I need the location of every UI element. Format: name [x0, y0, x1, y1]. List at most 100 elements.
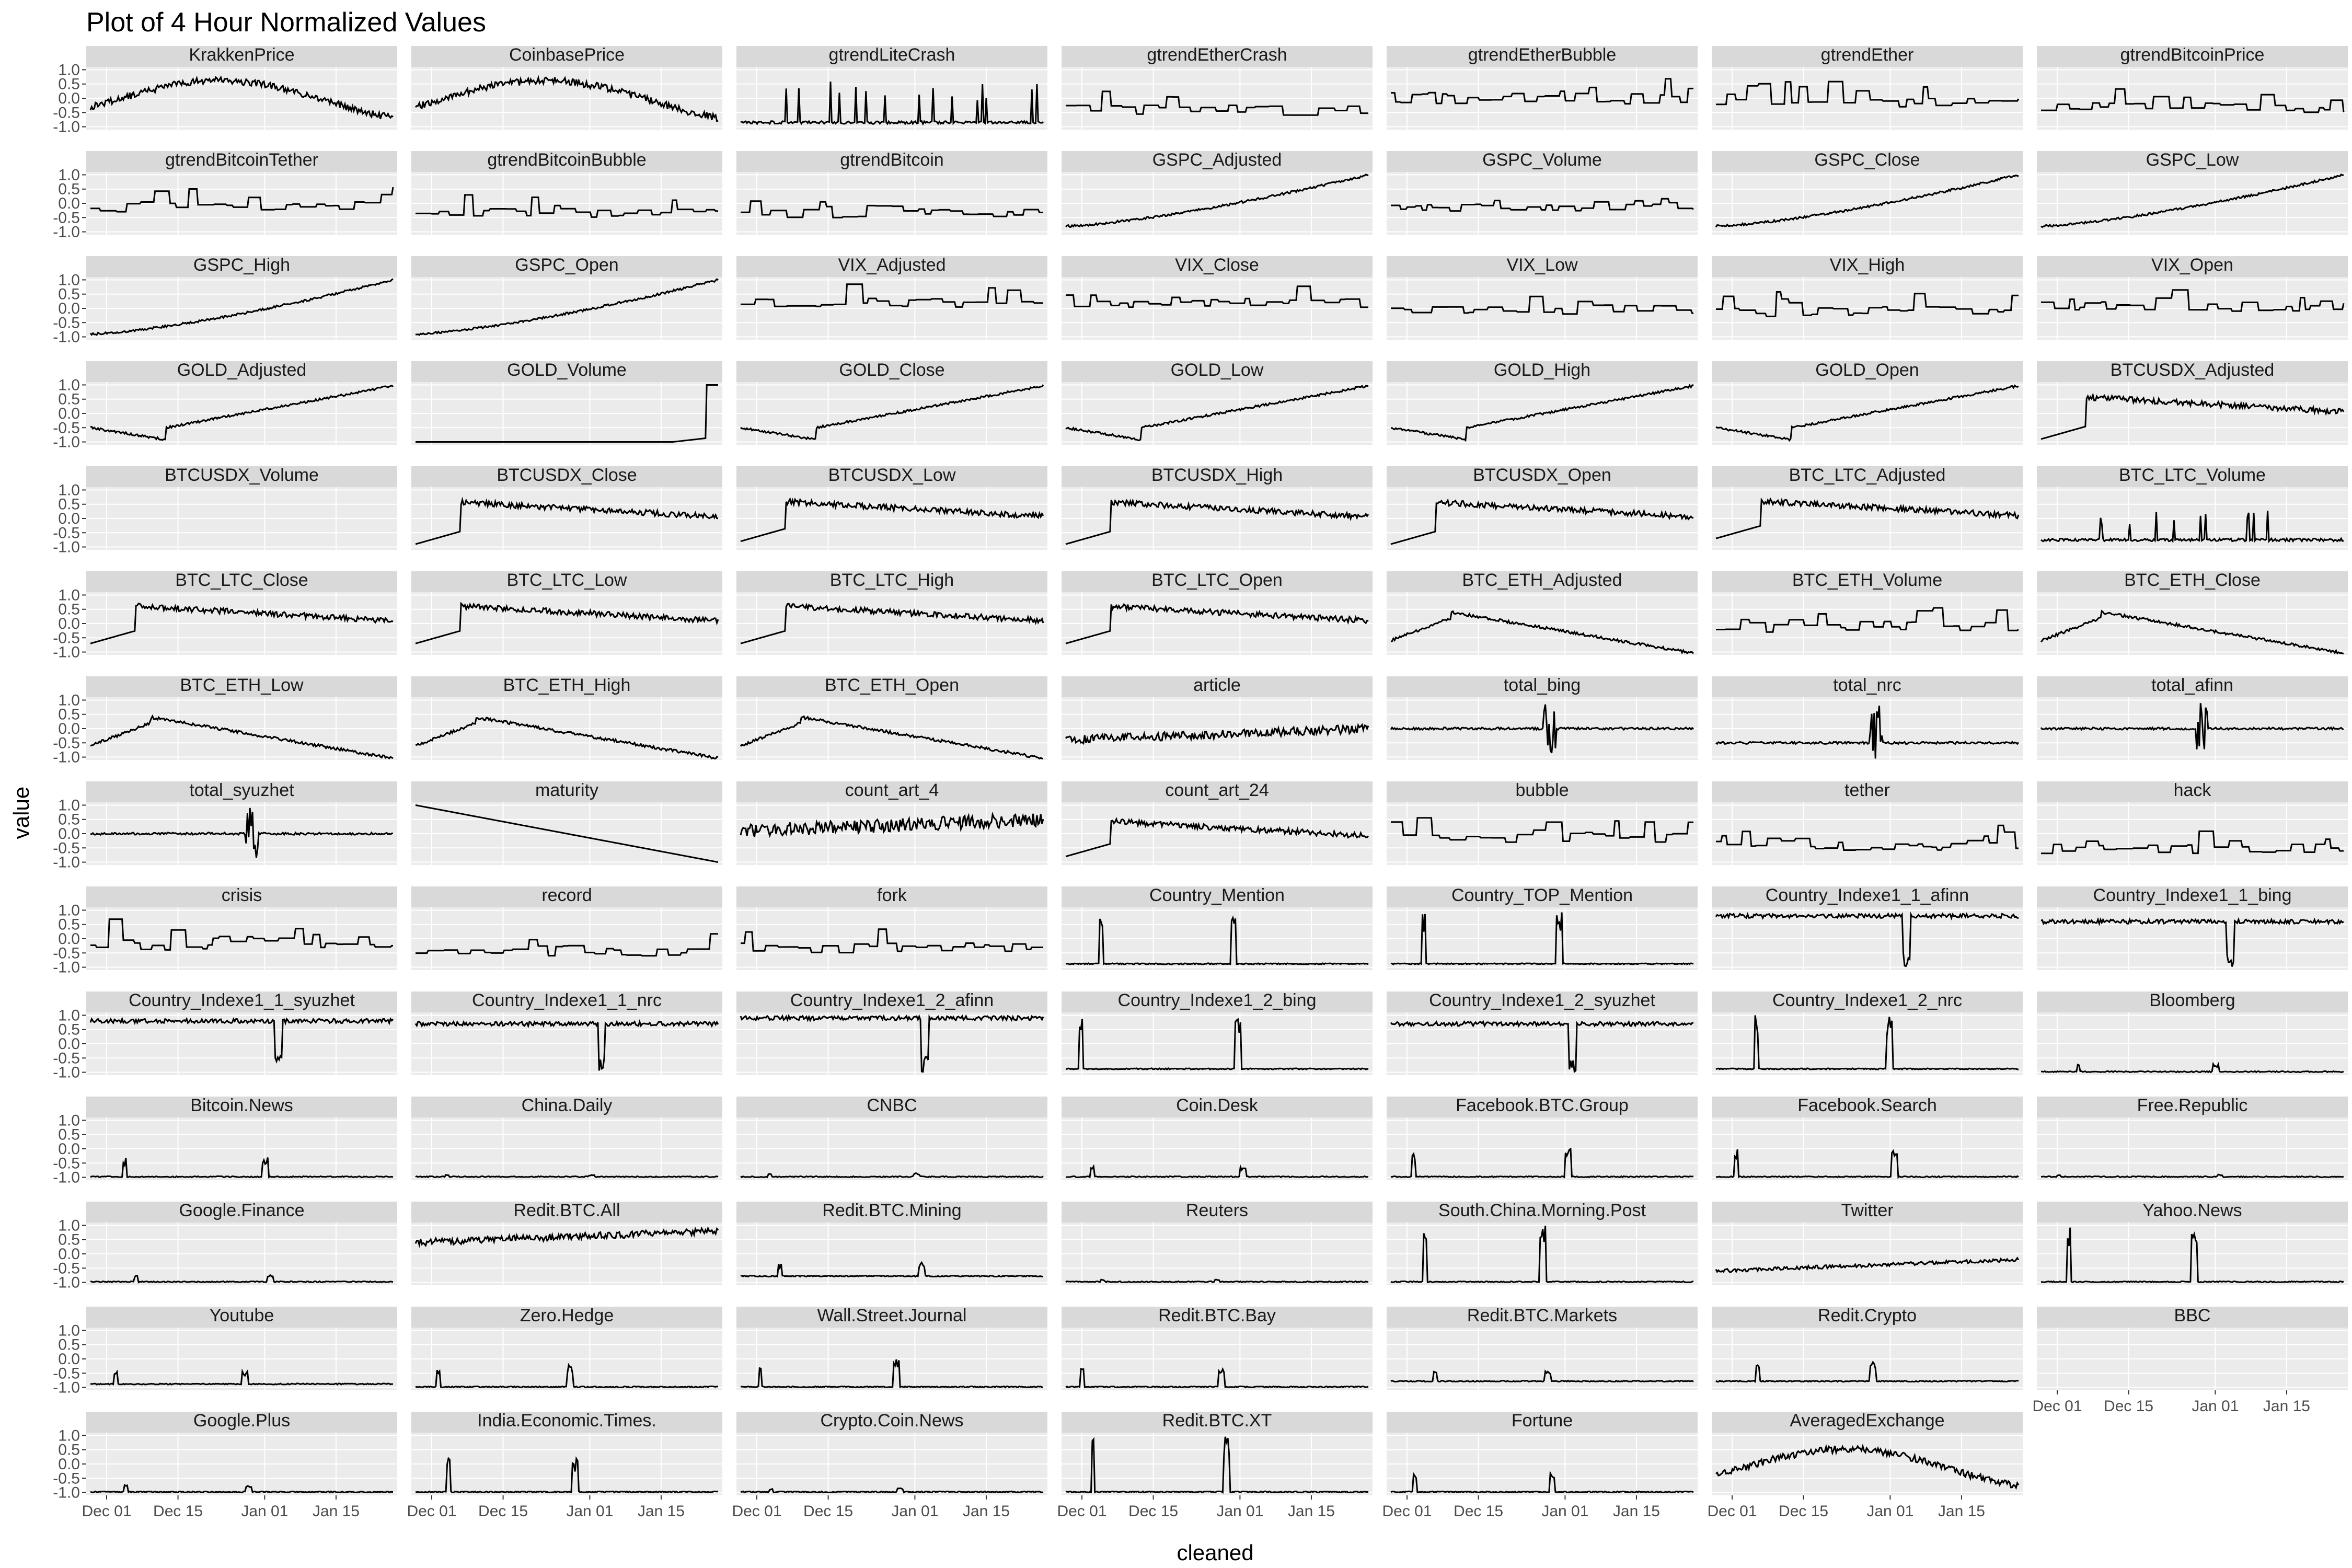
strip-label: gtrendEther	[1821, 45, 1914, 65]
strip-label: Reuters	[1186, 1201, 1248, 1220]
series-line-VIX_Open	[2041, 289, 2345, 312]
strip-bg	[1712, 1202, 2023, 1223]
strip-label: Country_Indexe1_2_afinn	[790, 990, 994, 1010]
y-tick-label: -0.5	[53, 629, 80, 647]
series-line-gtrendEtherBubble	[1391, 78, 1693, 105]
series-line-Facebook.Search	[1715, 1149, 2019, 1179]
y-tick-label: -1.0	[53, 959, 80, 976]
strip-bg	[411, 46, 722, 67]
series-line-BTCUSDX_Adjusted	[2040, 392, 2345, 440]
y-tick-label: 0.0	[58, 195, 80, 212]
series-line-Country_Mention	[1066, 915, 1369, 966]
x-tick-label: Dec 15	[2104, 1398, 2153, 1415]
x-tick-label: Jan 01	[2192, 1398, 2239, 1415]
facet-Country_Indexe1_2_syuzhet: Country_Indexe1_2_syuzhet	[1387, 990, 1698, 1075]
y-tick-label: 1.0	[58, 797, 80, 814]
facet-VIX_Low: VIX_Low	[1387, 255, 1698, 340]
strip-bg	[411, 466, 722, 487]
series-line-BTCUSDX_Close	[415, 497, 719, 545]
strip-label: South.China.Morning.Post	[1438, 1201, 1646, 1220]
strip-label: BTCUSDX_Close	[497, 465, 637, 485]
strip-label: BTC_ETH_High	[503, 675, 631, 695]
series-line-Bitcoin.News	[90, 1157, 394, 1179]
strip-bg	[1712, 571, 2023, 592]
strip-bg	[411, 991, 722, 1012]
series-line-BTC_LTC_Close	[90, 602, 394, 644]
facet-Zero.Hedge: Zero.Hedge	[411, 1306, 722, 1390]
series-line-Country_Indexe1_2_bing	[1065, 1018, 1369, 1071]
strip-bg	[86, 991, 397, 1012]
series-line-Google.Plus	[90, 1483, 394, 1494]
strip-label: Country_Indexe1_2_bing	[1118, 990, 1317, 1010]
facet-VIX_Close: VIX_Close	[1062, 255, 1373, 340]
strip-label: gtrendBitcoinTether	[165, 150, 318, 170]
series-line-BTC_ETH_Adjusted	[1390, 610, 1694, 655]
strip-label: count_art_4	[845, 780, 939, 800]
facet-BTC_ETH_Adjusted: BTC_ETH_Adjusted	[1387, 570, 1698, 655]
y-tick-label: -0.5	[53, 1050, 80, 1067]
x-tick-label: Dec 15	[478, 1503, 528, 1520]
x-tick-label: Dec 15	[153, 1503, 203, 1520]
facet-GSPC_Volume: GSPC_Volume	[1387, 150, 1698, 235]
strip-label: Yahoo.News	[2142, 1201, 2242, 1220]
strip-label: Coin.Desk	[1176, 1096, 1259, 1115]
strip-label: VIX_Low	[1506, 255, 1578, 275]
strip-bg	[1062, 571, 1373, 592]
y-tick-label: -0.5	[53, 734, 80, 752]
strip-bg	[1062, 886, 1373, 907]
strip-label: fork	[877, 885, 907, 905]
facet-BTCUSDX_Volume: BTCUSDX_Volume -1.0-0.50.00.51.0	[53, 465, 397, 556]
y-tick-label: -0.5	[53, 839, 80, 857]
strip-bg	[1387, 151, 1698, 172]
series-line-tether	[1716, 824, 2019, 851]
facet-CoinbasePrice: CoinbasePrice	[411, 45, 722, 130]
strip-bg	[1712, 151, 2023, 172]
y-tick-label: 0.5	[58, 496, 80, 513]
y-tick-label: -1.0	[53, 329, 80, 346]
strip-bg	[1062, 1307, 1373, 1328]
strip-label: BTCUSDX_Adjusted	[2111, 360, 2275, 380]
strip-bg	[411, 886, 722, 907]
strip-bg	[736, 256, 1047, 277]
strip-label: gtrendBitcoinPrice	[2120, 45, 2265, 65]
series-line-crisis	[90, 918, 393, 951]
y-tick-label: 0.5	[58, 1126, 80, 1144]
facet-gtrendBitcoinTether: gtrendBitcoinTether -1.0-0.50.00.51.0	[53, 150, 397, 241]
strip-label: tether	[1844, 780, 1890, 800]
strip-label: GOLD_Close	[839, 360, 944, 380]
facet-BTC_LTC_Adjusted: BTC_LTC_Adjusted	[1712, 465, 2023, 550]
facet-gtrendBitcoinPrice: gtrendBitcoinPrice	[2037, 45, 2348, 130]
strip-bg	[1387, 1097, 1698, 1117]
y-tick-label: -1.0	[53, 1484, 80, 1502]
strip-bg	[2037, 886, 2348, 907]
facet-BTC_ETH_Low: BTC_ETH_Low -1.0-0.50.00.51.0	[53, 675, 397, 766]
facet-GSPC_High: GSPC_High -1.0-0.50.00.51.0	[53, 255, 397, 346]
facet-Yahoo.News: Yahoo.News	[2037, 1201, 2348, 1285]
strip-bg	[1062, 151, 1373, 172]
strip-bg	[1387, 571, 1698, 592]
x-tick-label: Jan 01	[241, 1503, 288, 1520]
facet-crisis: crisis -1.0-0.50.00.51.0	[53, 885, 397, 976]
y-tick-label: 1.0	[58, 691, 80, 709]
strip-label: BTCUSDX_Open	[1473, 465, 1611, 485]
series-line-GOLD_Open	[1715, 384, 2019, 442]
series-line-Wall.Street.Journal	[740, 1359, 1044, 1389]
y-tick-label: 0.5	[58, 181, 80, 198]
strip-label: GOLD_Low	[1171, 360, 1264, 380]
strip-label: Fortune	[1512, 1411, 1573, 1431]
facet-Redit.BTC.Markets: Redit.BTC.Markets	[1387, 1306, 1698, 1390]
series-line-count_art_4	[740, 811, 1044, 838]
strip-bg	[736, 1202, 1047, 1223]
facet-Country_Indexe1_2_afinn: Country_Indexe1_2_afinn	[736, 990, 1047, 1075]
series-line-KrakkenPrice	[89, 75, 394, 120]
strip-bg	[86, 886, 397, 907]
y-tick-label: -1.0	[53, 539, 80, 556]
y-tick-label: -1.0	[53, 854, 80, 871]
x-tick-label: Dec 01	[732, 1503, 781, 1520]
series-line-CoinbasePrice	[414, 75, 719, 122]
y-tick-label: 0.0	[58, 1035, 80, 1053]
strip-label: gtrendBitcoinBubble	[487, 150, 646, 170]
strip-label: CoinbasePrice	[509, 45, 625, 65]
facet-Bloomberg: Bloomberg	[2037, 990, 2348, 1075]
